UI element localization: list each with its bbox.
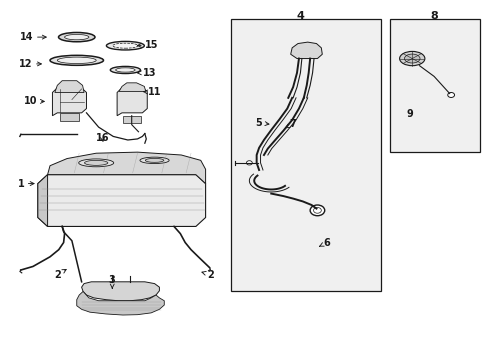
Circle shape: [309, 205, 324, 216]
Text: 2: 2: [54, 269, 66, 280]
Ellipse shape: [116, 68, 135, 72]
Polygon shape: [52, 88, 86, 116]
Text: 11: 11: [143, 87, 161, 98]
Ellipse shape: [50, 55, 103, 65]
Ellipse shape: [145, 158, 163, 162]
Text: 1: 1: [18, 179, 34, 189]
Ellipse shape: [57, 57, 96, 64]
Ellipse shape: [106, 41, 144, 50]
Text: 3: 3: [109, 275, 115, 288]
Text: 12: 12: [19, 59, 41, 69]
Polygon shape: [81, 282, 159, 301]
Circle shape: [246, 161, 252, 165]
Ellipse shape: [113, 43, 138, 48]
Text: 13: 13: [137, 68, 156, 78]
Ellipse shape: [110, 66, 140, 73]
Text: 5: 5: [255, 118, 268, 128]
Ellipse shape: [59, 32, 95, 42]
Ellipse shape: [399, 51, 424, 66]
Ellipse shape: [64, 35, 89, 40]
Polygon shape: [55, 81, 84, 93]
Circle shape: [313, 207, 321, 213]
Text: 16: 16: [96, 133, 109, 143]
Text: 4: 4: [296, 11, 304, 21]
Bar: [230, 19, 380, 291]
Text: 15: 15: [137, 40, 159, 50]
Ellipse shape: [84, 160, 108, 165]
Polygon shape: [77, 292, 164, 315]
Bar: [60, 113, 79, 121]
Ellipse shape: [404, 54, 419, 63]
Bar: [122, 116, 141, 123]
Polygon shape: [47, 152, 205, 184]
Bar: [389, 19, 479, 152]
Text: 2: 2: [202, 270, 213, 280]
Polygon shape: [290, 42, 322, 59]
Circle shape: [447, 93, 454, 98]
Text: 6: 6: [319, 238, 330, 248]
Polygon shape: [117, 88, 147, 116]
Text: 9: 9: [406, 109, 412, 119]
Polygon shape: [38, 175, 205, 226]
Text: 7: 7: [285, 118, 296, 129]
Ellipse shape: [79, 159, 114, 167]
Polygon shape: [38, 175, 47, 226]
Ellipse shape: [140, 157, 169, 163]
Text: 10: 10: [24, 96, 44, 107]
Text: 8: 8: [429, 11, 437, 21]
Text: 14: 14: [20, 32, 46, 42]
Polygon shape: [119, 83, 145, 91]
